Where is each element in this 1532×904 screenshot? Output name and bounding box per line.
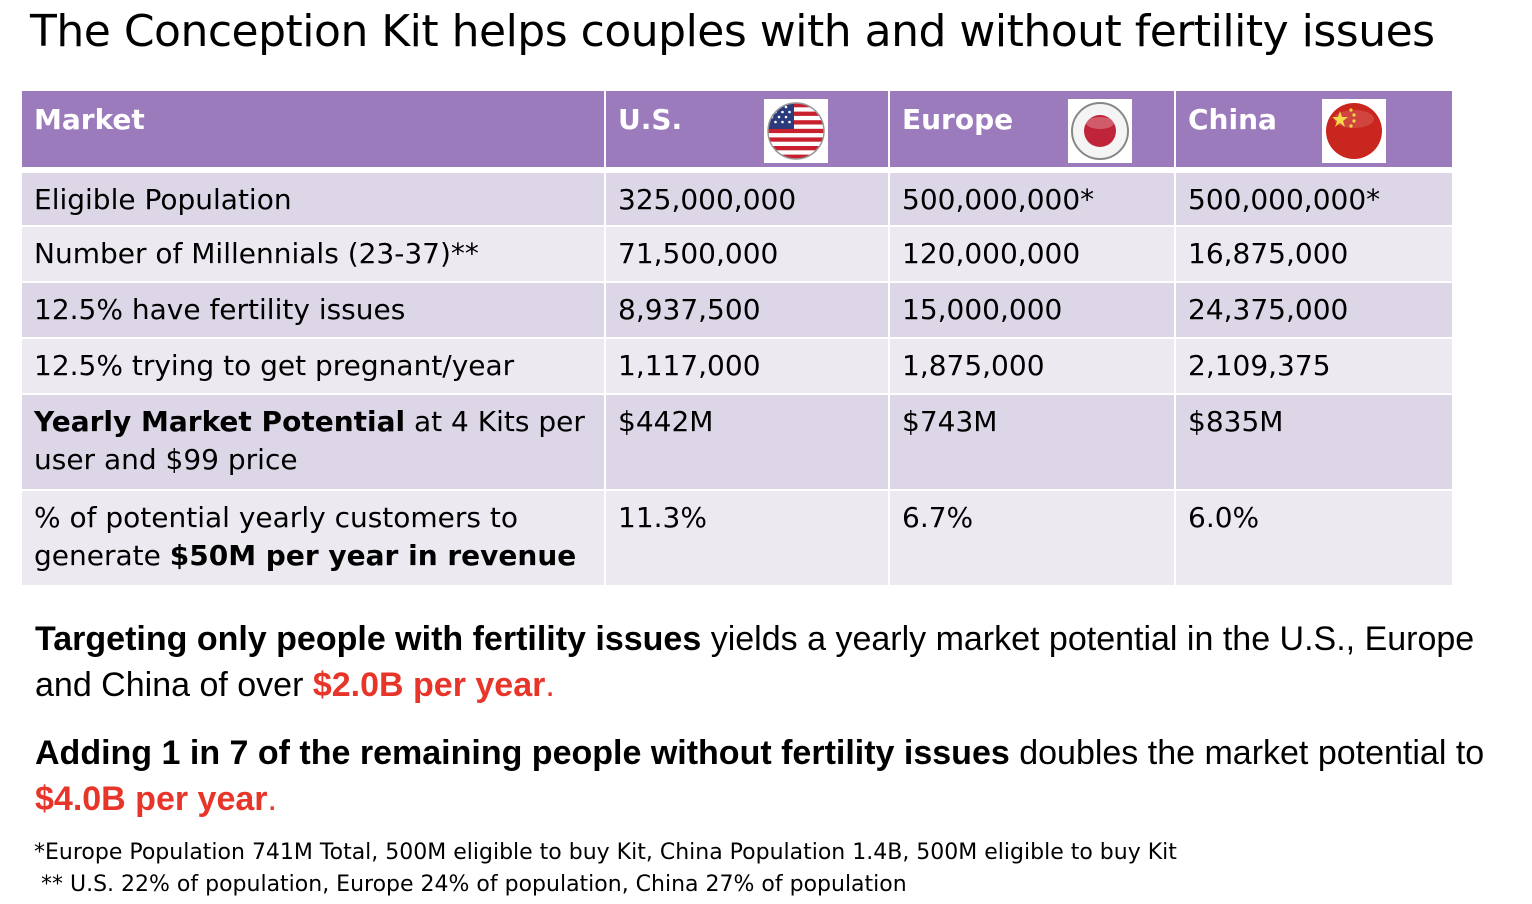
row-label: 12.5% trying to get pregnant/year [20, 337, 606, 395]
cell-europe: 120,000,000 [888, 225, 1176, 283]
row-label: Yearly Market Potential at 4 Kits per us… [20, 393, 606, 491]
potential-china: $835M [1174, 393, 1454, 491]
market-potential-row: Yearly Market Potential at 4 Kits per us… [20, 393, 1454, 491]
us-flag-icon [764, 99, 828, 163]
cell-china: 24,375,000 [1174, 281, 1454, 339]
cell-europe: 15,000,000 [888, 281, 1176, 339]
potential-europe: $743M [888, 393, 1176, 491]
cell-europe: 500,000,000* [888, 169, 1176, 227]
cell-us: 325,000,000 [604, 169, 890, 227]
cell-us: 8,937,500 [604, 281, 890, 339]
header-us: U.S. [604, 89, 890, 173]
customers-row: % of potential yearly customers to gener… [20, 489, 1454, 587]
header-china: China [1174, 89, 1454, 173]
row-label: Number of Millennials (23-37)** [20, 225, 606, 283]
market-table: Market U.S. [20, 89, 1454, 587]
cell-china: 2,109,375 [1174, 337, 1454, 395]
table-row: 12.5% have fertility issues 8,937,500 15… [20, 281, 1454, 339]
footnote-1: *Europe Population 741M Total, 500M elig… [34, 840, 1177, 865]
footnote-2: ** U.S. 22% of population, Europe 24% of… [34, 872, 907, 897]
cell-europe: 1,875,000 [888, 337, 1176, 395]
header-market: Market [20, 89, 606, 173]
china-flag-icon [1322, 99, 1386, 163]
table-row: Eligible Population 325,000,000 500,000,… [20, 169, 1454, 227]
cell-china: 16,875,000 [1174, 225, 1454, 283]
slide-title: The Conception Kit helps couples with an… [30, 6, 1435, 57]
cell-us: 71,500,000 [604, 225, 890, 283]
cell-us: 1,117,000 [604, 337, 890, 395]
japan-flag-icon [1068, 99, 1132, 163]
row-label: Eligible Population [20, 169, 606, 227]
table-row: Number of Millennials (23-37)** 71,500,0… [20, 225, 1454, 283]
potential-us: $442M [604, 393, 890, 491]
header-europe: Europe [888, 89, 1176, 173]
table-row: 12.5% trying to get pregnant/year 1,117,… [20, 337, 1454, 395]
row-label: % of potential yearly customers to gener… [20, 489, 606, 587]
customers-us: 11.3% [604, 489, 890, 587]
summary-paragraph-2: Adding 1 in 7 of the remaining people wi… [35, 734, 1485, 818]
table-header-row: Market U.S. [20, 89, 1454, 173]
customers-europe: 6.7% [888, 489, 1176, 587]
customers-china: 6.0% [1174, 489, 1454, 587]
row-label: 12.5% have fertility issues [20, 281, 606, 339]
cell-china: 500,000,000* [1174, 169, 1454, 227]
summary-paragraph-1: Targeting only people with fertility iss… [35, 620, 1475, 704]
